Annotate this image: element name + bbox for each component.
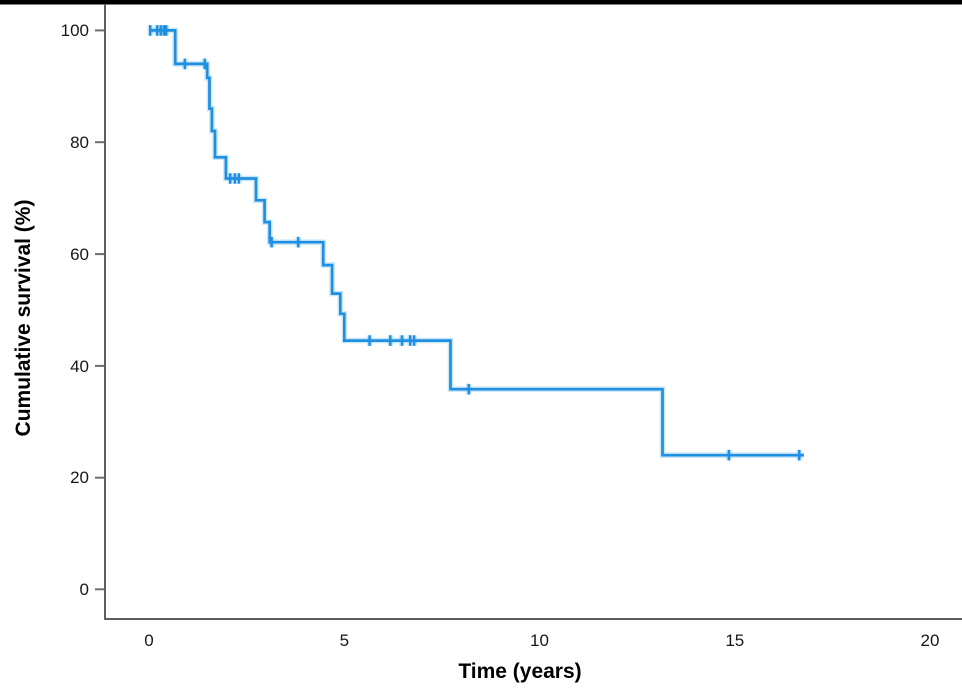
survival-curve bbox=[149, 29, 804, 457]
y-tick-label: 20 bbox=[70, 468, 89, 487]
x-tick-label: 20 bbox=[921, 631, 940, 650]
y-tick-label: 100 bbox=[61, 21, 89, 40]
censor-marks-halo bbox=[147, 25, 802, 461]
y-axis-labels: 100 80 60 40 20 0 bbox=[61, 21, 89, 599]
top-border bbox=[0, 0, 962, 5]
y-tick-label: 0 bbox=[80, 580, 89, 599]
y-tick-label: 80 bbox=[70, 133, 89, 152]
y-tick-label: 60 bbox=[70, 245, 89, 264]
x-tick-label: 5 bbox=[340, 631, 349, 650]
y-axis-ticks bbox=[95, 29, 104, 591]
x-axis-title: Time (years) bbox=[458, 660, 581, 683]
survival-curve-group bbox=[147, 25, 804, 461]
x-tick-label: 0 bbox=[144, 631, 153, 650]
x-tick-label: 10 bbox=[530, 631, 549, 650]
y-axis-title: Cumulative survival (%) bbox=[12, 200, 35, 437]
censor-marks bbox=[148, 25, 801, 461]
x-axis-labels: 0 5 10 15 20 bbox=[144, 631, 939, 650]
y-tick-label: 40 bbox=[70, 357, 89, 376]
survival-curve-halo bbox=[149, 27, 804, 458]
x-tick-label: 15 bbox=[725, 631, 744, 650]
